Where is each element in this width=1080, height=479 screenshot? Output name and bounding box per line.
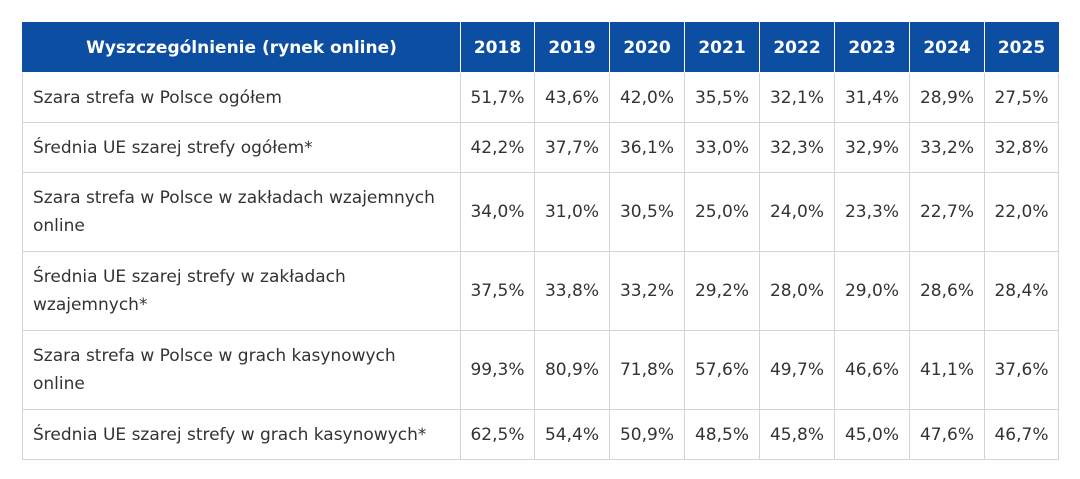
table-cell: 43,6% <box>534 72 610 123</box>
table-cell: 22,7% <box>909 172 985 252</box>
table-cell: 28,9% <box>909 72 985 123</box>
table-row: Szara strefa w Polsce ogółem 51,7% 43,6%… <box>22 72 1059 123</box>
table-cell: 35,5% <box>684 72 760 123</box>
header-year: 2025 <box>984 22 1059 73</box>
table-cell: 37,5% <box>460 251 535 331</box>
table-row: Średnia UE szarej strefy ogółem* 42,2% 3… <box>22 122 1059 173</box>
table-cell: 47,6% <box>909 409 985 460</box>
table-row: Szara strefa w Polsce w grach kasynowych… <box>22 330 1059 410</box>
table-cell: 46,6% <box>834 330 910 410</box>
table-cell: 28,0% <box>759 251 835 331</box>
row-label: Średnia UE szarej strefy w zakładach wza… <box>22 251 461 331</box>
table-cell: 33,8% <box>534 251 610 331</box>
table-cell: 23,3% <box>834 172 910 252</box>
header-year: 2020 <box>609 22 685 73</box>
table-cell: 42,0% <box>609 72 685 123</box>
table-cell: 32,1% <box>759 72 835 123</box>
table-cell: 28,6% <box>909 251 985 331</box>
table-cell: 30,5% <box>609 172 685 252</box>
table-cell: 80,9% <box>534 330 610 410</box>
table-cell: 33,2% <box>909 122 985 173</box>
table-cell: 46,7% <box>984 409 1059 460</box>
row-label: Średnia UE szarej strefy w grach kasynow… <box>22 409 461 460</box>
table-cell: 51,7% <box>460 72 535 123</box>
header-year: 2021 <box>684 22 760 73</box>
header-year: 2023 <box>834 22 910 73</box>
table-cell: 33,0% <box>684 122 760 173</box>
table-cell: 48,5% <box>684 409 760 460</box>
table-cell: 50,9% <box>609 409 685 460</box>
table-cell: 99,3% <box>460 330 535 410</box>
table-cell: 37,6% <box>984 330 1059 410</box>
header-year: 2024 <box>909 22 985 73</box>
table-cell: 29,0% <box>834 251 910 331</box>
table-cell: 62,5% <box>460 409 535 460</box>
table-cell: 45,8% <box>759 409 835 460</box>
table-cell: 36,1% <box>609 122 685 173</box>
table-cell: 45,0% <box>834 409 910 460</box>
table-cell: 22,0% <box>984 172 1059 252</box>
table-row: Szara strefa w Polsce w zakładach wzajem… <box>22 172 1059 252</box>
header-year: 2019 <box>534 22 610 73</box>
table-cell: 32,8% <box>984 122 1059 173</box>
table-cell: 24,0% <box>759 172 835 252</box>
row-label: Szara strefa w Polsce ogółem <box>22 72 461 123</box>
table-cell: 42,2% <box>460 122 535 173</box>
row-label: Szara strefa w Polsce w grach kasynowych… <box>22 330 461 410</box>
header-label: Wyszczególnienie (rynek online) <box>22 22 461 73</box>
table-row: Średnia UE szarej strefy w zakładach wza… <box>22 251 1059 331</box>
table-cell: 37,7% <box>534 122 610 173</box>
table-row: Średnia UE szarej strefy w grach kasynow… <box>22 409 1059 460</box>
table-cell: 49,7% <box>759 330 835 410</box>
table-cell: 31,4% <box>834 72 910 123</box>
table-cell: 41,1% <box>909 330 985 410</box>
table-cell: 29,2% <box>684 251 760 331</box>
row-label: Szara strefa w Polsce w zakładach wzajem… <box>22 172 461 252</box>
table-cell: 54,4% <box>534 409 610 460</box>
table-cell: 57,6% <box>684 330 760 410</box>
table-header-row: Wyszczególnienie (rynek online) 2018 201… <box>22 22 1059 73</box>
table-cell: 28,4% <box>984 251 1059 331</box>
table-cell: 32,9% <box>834 122 910 173</box>
header-year: 2018 <box>460 22 535 73</box>
table-cell: 71,8% <box>609 330 685 410</box>
row-label: Średnia UE szarej strefy ogółem* <box>22 122 461 173</box>
header-year: 2022 <box>759 22 835 73</box>
grey-market-table: Wyszczególnienie (rynek online) 2018 201… <box>22 22 1059 460</box>
table-cell: 27,5% <box>984 72 1059 123</box>
table-cell: 34,0% <box>460 172 535 252</box>
table-cell: 25,0% <box>684 172 760 252</box>
table-cell: 32,3% <box>759 122 835 173</box>
table-cell: 33,2% <box>609 251 685 331</box>
table-cell: 31,0% <box>534 172 610 252</box>
